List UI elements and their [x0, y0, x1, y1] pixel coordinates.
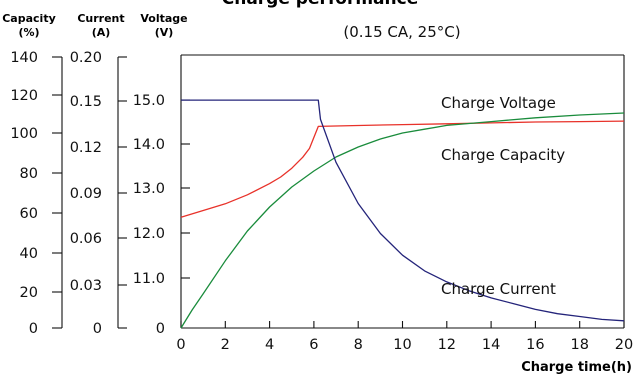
x-tick-label-10: 10 — [393, 337, 411, 353]
capacity-tick-label-100: 100 — [10, 126, 38, 142]
series-labels: Charge Voltage Charge Capacity Charge Curr… — [441, 94, 565, 298]
current-tick-label-0: 0 — [93, 321, 102, 337]
voltage-tick-label-11.0: 11.0 — [133, 271, 165, 287]
series-label-charge-current: Charge Current — [441, 280, 556, 298]
x-tick-label-4: 4 — [265, 337, 274, 353]
current-tick-label-0.09: 0.09 — [70, 186, 102, 202]
series-layer — [180, 99, 625, 329]
x-tick-label-20: 20 — [615, 337, 633, 353]
axes-layer: 02040608010012014000.030.060.090.120.150… — [10, 50, 633, 353]
current-tick-label-0.06: 0.06 — [70, 231, 102, 247]
chart-title: Charge performance — [222, 0, 419, 9]
capacity-tick-label-0: 0 — [29, 321, 38, 337]
current-axis-title: Current — [77, 12, 124, 25]
capacity-tick-label-80: 80 — [20, 166, 38, 182]
voltage-axis-title: Voltage — [140, 12, 187, 25]
current-tick-label-0.03: 0.03 — [70, 278, 102, 294]
chart-condition: (0.15 CA, 25°C) — [343, 23, 460, 41]
voltage-tick-label-14.0: 14.0 — [133, 137, 165, 153]
series-label-charge-voltage: Charge Voltage — [441, 94, 556, 112]
capacity-tick-label-20: 20 — [20, 285, 38, 301]
current-axis-unit: (A) — [92, 26, 111, 39]
x-tick-label-16: 16 — [526, 337, 544, 353]
x-tick-label-6: 6 — [309, 337, 318, 353]
capacity-axis-unit: (%) — [18, 26, 39, 39]
x-tick-label-8: 8 — [354, 337, 363, 353]
voltage-axis-unit: (V) — [155, 26, 174, 39]
x-tick-label-12: 12 — [438, 337, 456, 353]
series-line-charge-current — [181, 99, 625, 322]
current-tick-label-0.12: 0.12 — [70, 140, 102, 156]
series-label-charge-capacity: Charge Capacity — [441, 146, 565, 164]
current-tick-label-0.15: 0.15 — [70, 94, 102, 110]
x-tick-label-14: 14 — [482, 337, 500, 353]
series-line-charge-voltage — [180, 120, 625, 218]
capacity-axis-title: Capacity — [2, 12, 56, 25]
series-line-charge-capacity — [180, 112, 625, 329]
voltage-tick-label-13.0: 13.0 — [133, 181, 165, 197]
x-tick-label-0: 0 — [176, 337, 185, 353]
x-tick-label-18: 18 — [570, 337, 588, 353]
current-tick-label-0.20: 0.20 — [70, 50, 102, 66]
voltage-tick-label-0: 0 — [156, 321, 165, 337]
capacity-tick-label-40: 40 — [20, 246, 38, 262]
voltage-tick-label-12.0: 12.0 — [133, 226, 165, 242]
voltage-tick-label-15.0: 15.0 — [133, 93, 165, 109]
x-tick-label-2: 2 — [221, 337, 230, 353]
capacity-tick-label-60: 60 — [20, 206, 38, 222]
capacity-tick-label-120: 120 — [10, 88, 38, 104]
capacity-tick-label-140: 140 — [10, 50, 38, 66]
x-axis-label: Charge time(h) — [521, 360, 632, 375]
